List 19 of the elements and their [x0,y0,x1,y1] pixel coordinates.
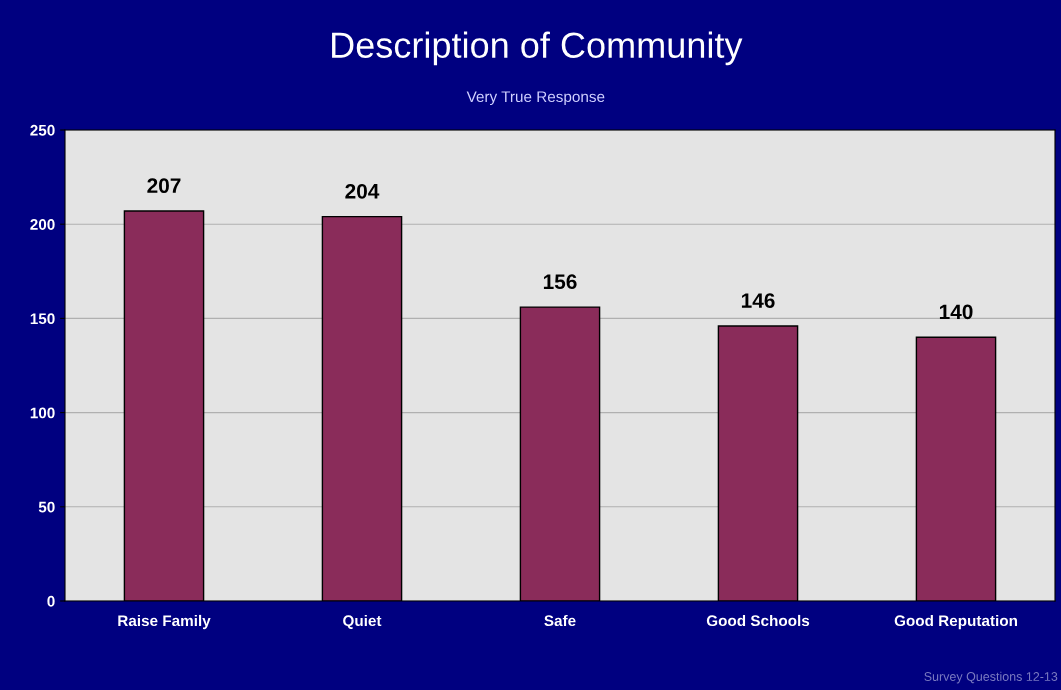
y-tick-label: 200 [30,219,55,230]
y-tick-label: 150 [30,313,55,325]
y-tick-label: 0 [47,595,55,607]
y-tick-label: 100 [30,407,55,419]
x-tick-label: Raise Family [118,614,211,630]
data-label: 204 [345,183,380,199]
chart-title: Description of Community [332,31,743,66]
x-tick-label: Good Reputation [894,614,1018,630]
data-label: 156 [543,274,577,290]
data-label: 140 [939,304,973,320]
data-label: 146 [741,293,775,308]
x-tick-label: Good Schools [706,614,810,627]
y-tick-label: 50 [38,501,55,513]
x-tick-label: Quiet [343,614,382,629]
text: Survey Questions 12-13 [924,671,1058,684]
y-tick-label: 250 [30,124,55,136]
chart-subtitle: Very True Response [466,91,605,106]
x-tick-label: Safe [544,614,576,627]
data-label: 207 [147,178,181,194]
